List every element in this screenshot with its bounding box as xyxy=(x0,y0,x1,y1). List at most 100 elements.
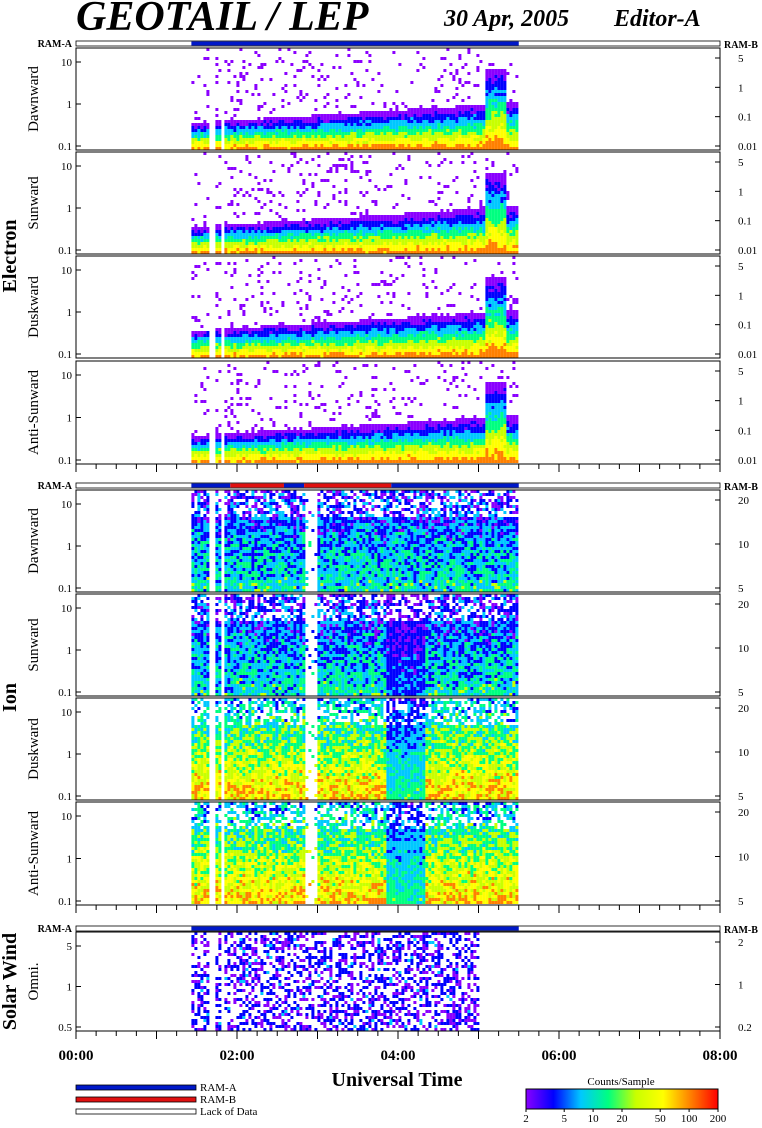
ram-left-label: RAM-A xyxy=(38,481,73,492)
panels-layer: RAM-A RAM-B Electron Dawnward 10 1 0.1 5 1 0.1 0.0… xyxy=(0,39,758,1039)
legend-label: RAM-A xyxy=(200,1082,237,1094)
chart-editor: Editor-A xyxy=(613,6,701,32)
panel-frame xyxy=(75,489,721,593)
right-tick-label: 0.1 xyxy=(738,320,752,332)
y-tick-label: 1 xyxy=(67,307,73,319)
colorbar-tick-label: 50 xyxy=(655,1113,667,1125)
panel-label: Dawnward xyxy=(26,66,42,132)
y-tick-label: 1 xyxy=(67,645,73,657)
right-tick-label: 5 xyxy=(738,583,744,595)
ram-left-label: RAM-A xyxy=(38,924,73,935)
ram-bar-segment xyxy=(283,483,305,488)
right-tick-label: 5 xyxy=(738,896,744,908)
right-tick-label: 10 xyxy=(738,643,750,655)
ram-bar-segment xyxy=(230,483,284,488)
y-tick-label: 0.1 xyxy=(58,687,72,699)
y-tick-label: 1 xyxy=(67,413,73,425)
time-axis: 00:00 02:00 04:00 06:00 08:00 xyxy=(59,1048,738,1064)
ram-bar-segment xyxy=(191,926,519,931)
group-time-ticks xyxy=(75,1031,721,1039)
panel-label: Duskward xyxy=(26,718,42,780)
x-tick-label: 02:00 xyxy=(220,1048,255,1064)
ram-bar-segment xyxy=(391,483,519,488)
right-tick-label: 1 xyxy=(738,980,744,992)
group-time-ticks xyxy=(75,905,721,913)
legend-swatch xyxy=(75,1084,197,1091)
right-tick-label: 5 xyxy=(738,687,744,699)
colorbar: Counts/Sample 2 5 10 20 50 100 200 xyxy=(523,1076,727,1125)
x-tick-label: 00:00 xyxy=(59,1048,94,1064)
colorbar-title: Counts/Sample xyxy=(587,1076,654,1088)
ram-status-bar xyxy=(75,925,721,932)
right-tick-label: 0.01 xyxy=(738,455,757,467)
spectrogram-panel: Anti-Sunward 10 1 0.1 5 1 0.1 0.01 xyxy=(26,360,757,467)
spectrogram-panel: Sunward 10 1 0.1 5 1 0.1 0.01 xyxy=(26,151,757,257)
right-tick-label: 20 xyxy=(738,495,750,507)
right-tick-label: 20 xyxy=(738,703,750,715)
legend-label: RAM-B xyxy=(200,1094,236,1106)
y-tick-label: 10 xyxy=(61,370,73,382)
x-axis-title: Universal Time xyxy=(332,1069,463,1091)
y-tick-label: 0.5 xyxy=(58,1022,72,1034)
ram-status-bar xyxy=(75,482,721,489)
colorbar-tick-label: 10 xyxy=(588,1113,600,1125)
right-tick-label: 5 xyxy=(738,53,744,65)
y-tick-label: 5 xyxy=(67,941,73,953)
panel-label: Anti-Sunward xyxy=(26,370,42,455)
panel-frame xyxy=(75,593,721,697)
y-tick-label: 10 xyxy=(61,603,73,615)
spectrogram-panel: Duskward 10 1 0.1 20 10 5 xyxy=(26,697,750,803)
right-tick-label: 0.1 xyxy=(738,216,752,228)
right-tick-label: 0.01 xyxy=(738,141,757,153)
spectrogram-panel: Dawnward 10 1 0.1 5 1 0.1 0.01 xyxy=(26,47,757,153)
right-tick-label: 0.01 xyxy=(738,349,757,361)
y-tick-label: 0.1 xyxy=(58,896,72,908)
right-tick-label: 10 xyxy=(738,747,750,759)
panel-frame xyxy=(75,697,721,801)
ram-bar-segment xyxy=(191,483,231,488)
ram-status-bar xyxy=(75,40,721,47)
y-tick-label: 10 xyxy=(61,161,73,173)
colorbar-tick-label: 5 xyxy=(561,1113,567,1125)
spectrogram-panel: Anti-Sunward 10 1 0.1 20 10 5 xyxy=(26,801,750,908)
panel-group: RAM-A RAM-B Solar Wind Omni. 5 1 0.5 2 1 0.2 xyxy=(0,924,758,1039)
x-tick-label: 04:00 xyxy=(381,1048,416,1064)
y-tick-label: 0.1 xyxy=(58,245,72,257)
right-tick-label: 2 xyxy=(738,937,744,949)
ram-right-label: RAM-B xyxy=(724,925,758,936)
legend-swatch xyxy=(75,1108,197,1115)
spectrogram-panel: Dawnward 10 1 0.1 20 10 5 xyxy=(26,489,750,595)
panel-group: RAM-A RAM-B Electron Dawnward 10 1 0.1 5 1 0.1 0.0… xyxy=(0,39,758,472)
right-tick-label: 0.01 xyxy=(738,245,757,257)
panel-label: Omni. xyxy=(26,963,42,1001)
right-tick-label: 0.1 xyxy=(738,425,752,437)
right-tick-label: 1 xyxy=(738,82,744,94)
chart-title: GEOTAIL / LEP xyxy=(76,0,369,40)
spectrogram-panel: Sunward 10 1 0.1 20 10 5 xyxy=(26,593,750,699)
y-tick-label: 0.1 xyxy=(58,583,72,595)
y-tick-label: 0.1 xyxy=(58,791,72,803)
right-tick-label: 5 xyxy=(738,366,744,378)
y-tick-label: 10 xyxy=(61,811,73,823)
colorbar-tick-label: 2 xyxy=(523,1113,529,1125)
y-tick-label: 1 xyxy=(67,541,73,553)
right-tick-label: 10 xyxy=(738,539,750,551)
colorbar-tick-label: 20 xyxy=(617,1113,629,1125)
right-tick-label: 5 xyxy=(738,791,744,803)
group-label: Ion xyxy=(0,683,21,712)
group-label: Electron xyxy=(0,220,21,293)
y-tick-label: 0.1 xyxy=(58,349,72,361)
spectrogram-panel: Duskward 10 1 0.1 5 1 0.1 0.01 xyxy=(26,255,757,361)
group-time-ticks xyxy=(75,464,721,472)
legend-label: Lack of Data xyxy=(200,1106,258,1118)
y-tick-label: 0.1 xyxy=(58,455,72,467)
panel-frame xyxy=(75,255,721,359)
y-tick-label: 1 xyxy=(67,854,73,866)
ram-bar-segment xyxy=(191,41,519,46)
y-tick-label: 1 xyxy=(67,203,73,215)
y-tick-label: 10 xyxy=(61,707,73,719)
right-tick-label: 0.2 xyxy=(738,1022,752,1034)
colorbar-tick-label: 100 xyxy=(681,1113,698,1125)
